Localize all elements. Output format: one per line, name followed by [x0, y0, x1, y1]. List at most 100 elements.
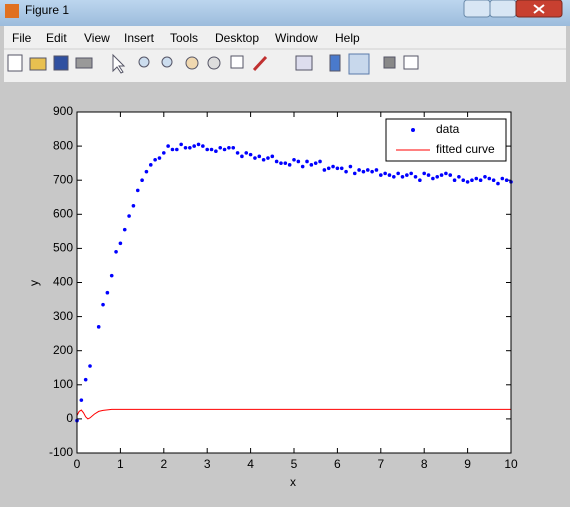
data-point: [101, 302, 105, 307]
data-point: [209, 147, 214, 152]
tool-pan[interactable]: [185, 56, 199, 70]
tool-new[interactable]: [7, 54, 23, 72]
data-point: [214, 149, 218, 154]
data-point: [196, 142, 201, 147]
data-point: [222, 147, 227, 152]
data-point: [418, 178, 422, 182]
x-tick-label: 4: [247, 457, 254, 471]
tool-datacursor[interactable]: [230, 55, 244, 69]
menu-item[interactable]: View: [84, 31, 110, 45]
y-tick-label: 0: [66, 411, 73, 425]
menu-item[interactable]: Insert: [124, 31, 155, 45]
data-point: [318, 159, 322, 164]
tool-print[interactable]: [75, 57, 93, 69]
axes-box: [76, 111, 512, 454]
menu-item[interactable]: Desktop: [215, 31, 259, 45]
data-point: [339, 166, 344, 171]
data-point: [396, 171, 400, 176]
data-point: [105, 290, 110, 295]
x-tick-label: 9: [464, 457, 471, 471]
data-point: [79, 398, 84, 402]
data-point: [448, 173, 453, 177]
data-point: [374, 168, 379, 172]
data-point: [83, 377, 88, 382]
data-point: [114, 250, 118, 254]
data-point: [266, 156, 270, 160]
toolbar: [7, 53, 419, 75]
data-point: [201, 144, 205, 148]
maximize-button[interactable]: [489, 0, 517, 18]
tool-hide[interactable]: [383, 56, 396, 69]
data-point: [457, 174, 461, 179]
data-point: [270, 154, 275, 159]
data-point: [122, 227, 127, 232]
tool-open[interactable]: [29, 57, 47, 71]
tool-zoom-out[interactable]: [161, 56, 173, 68]
data-point: [300, 164, 305, 169]
data-point: [500, 176, 505, 181]
data-point: [478, 178, 483, 182]
data-point: [157, 156, 162, 160]
data-point: [218, 146, 223, 150]
tool-save[interactable]: [53, 55, 69, 71]
data-point: [387, 173, 392, 177]
data-point: [496, 181, 500, 186]
data-point: [231, 146, 236, 150]
x-tick-label: 7: [377, 457, 384, 471]
tool-legend[interactable]: [348, 53, 370, 75]
x-tick-label: 6: [334, 457, 341, 471]
tool-zoom-in[interactable]: [138, 56, 150, 68]
minimize-button[interactable]: [463, 0, 491, 18]
menu-item[interactable]: Tools: [170, 31, 198, 45]
menu-item[interactable]: File: [12, 31, 32, 45]
data-point: [444, 171, 448, 176]
data-point: [175, 147, 179, 152]
data-point: [235, 151, 240, 155]
axes-background: [77, 112, 511, 453]
tool-link[interactable]: [295, 55, 313, 71]
data-point: [331, 164, 335, 169]
y-tick-label: 100: [53, 377, 73, 391]
y-tick-label: 400: [53, 275, 73, 289]
x-tick-label: 5: [291, 457, 298, 471]
y-tick-label: 500: [53, 241, 73, 255]
data-point: [287, 163, 292, 167]
data-point: [313, 161, 318, 165]
data-point: [483, 174, 487, 179]
menu-bar: File Edit View Insert Tools Desktop Window Help: [12, 31, 360, 45]
data-point: [348, 164, 353, 169]
data-point: [253, 156, 257, 160]
menu-item[interactable]: Window: [275, 31, 318, 45]
data-point: [170, 147, 175, 152]
data-point: [322, 168, 327, 172]
tool-rotate[interactable]: [207, 56, 221, 70]
data-point: [400, 174, 405, 179]
data-point: [379, 173, 383, 177]
data-point: [309, 163, 314, 167]
data-point: [405, 173, 409, 177]
data-point: [370, 169, 374, 174]
data-point: [162, 151, 166, 155]
data-point: [470, 178, 474, 182]
legend-marker: [411, 128, 415, 132]
data-point: [205, 147, 209, 152]
y-axis-label: y: [27, 280, 41, 286]
tool-pointer[interactable]: [112, 53, 126, 74]
data-point: [305, 159, 309, 164]
tool-brush[interactable]: [252, 55, 268, 72]
menu-item[interactable]: Edit: [46, 31, 67, 45]
data-point: [491, 178, 496, 182]
data-point: [279, 161, 283, 165]
menu-item[interactable]: Help: [335, 31, 360, 45]
data-point: [326, 166, 331, 171]
data-point: [179, 142, 183, 147]
x-tick-label: 3: [204, 457, 211, 471]
tool-colorbar[interactable]: [329, 54, 341, 72]
tool-show[interactable]: [403, 55, 419, 70]
menu-toolbar-area: [4, 26, 566, 82]
fitted-line: [76, 408, 511, 420]
data-point: [365, 168, 370, 172]
data-point: [361, 169, 366, 174]
